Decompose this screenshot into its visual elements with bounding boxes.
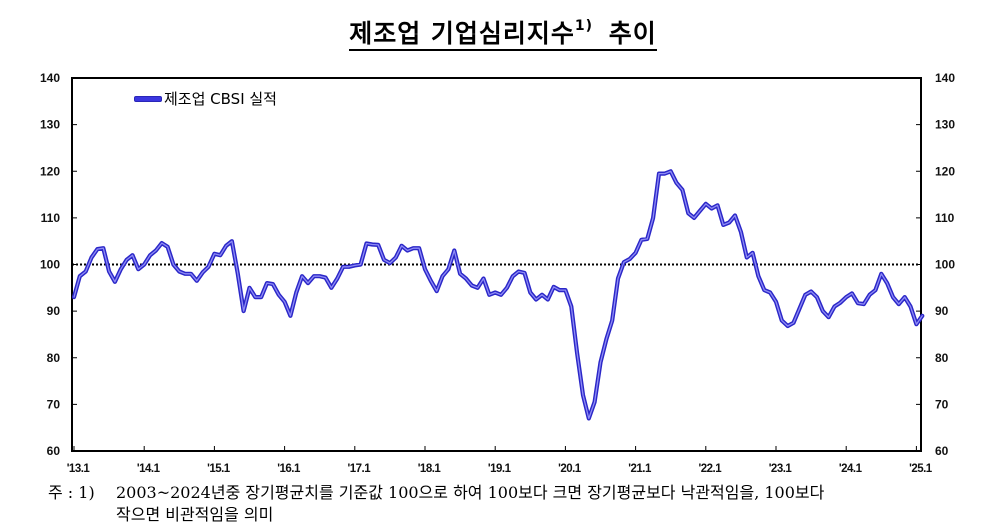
x-tick-label: '19.1 (488, 463, 512, 475)
x-tick-label: '22.1 (698, 463, 722, 475)
x-axis: '13.1 '14.1 '15.1 '16.1 '17.1 '18.1 '19.1 '20.1… (67, 446, 933, 475)
x-tick-label: '23.1 (769, 463, 793, 475)
x-tick-label: '18.1 (418, 463, 442, 475)
series-manufacturing-cbsi (71, 169, 925, 421)
chart-title-footnote-marker: 1) (574, 17, 594, 34)
y-axis-right: 60 70 80 90 100 110 120 130 140 (916, 71, 955, 458)
y-tick-label-left: 140 (40, 71, 60, 85)
y-tick-label-left: 60 (47, 444, 61, 458)
series-line (73, 170, 923, 420)
x-tick-label: '15.1 (207, 463, 231, 475)
y-tick-label-right: 80 (935, 351, 949, 365)
y-axis-left: 60 70 80 90 100 110 120 130 140 (40, 71, 77, 458)
legend-line-swatch-icon (134, 95, 162, 102)
y-tick-label-left: 70 (47, 397, 61, 411)
y-tick-label-left: 120 (40, 164, 60, 178)
y-tick-label-right: 120 (935, 164, 955, 178)
y-tick-label-right: 60 (935, 444, 949, 458)
x-tick-label: '20.1 (558, 463, 582, 475)
x-tick-label: '25.1 (909, 463, 933, 475)
legend: 제조업 CBSI 실적 (134, 88, 277, 109)
x-tick-label: '24.1 (839, 463, 863, 475)
x-tick-label: '13.1 (67, 463, 91, 475)
y-tick-label-right: 100 (935, 258, 955, 272)
chart-title-suffix: 추이 (608, 19, 657, 48)
footnote-line-2: 작으면 비관적임을 의미 (116, 505, 274, 524)
y-tick-label-right: 110 (935, 211, 955, 225)
y-tick-label-left: 80 (47, 351, 61, 365)
x-tick-label: '17.1 (347, 463, 371, 475)
y-tick-label-left: 100 (40, 258, 60, 272)
chart-title-main: 제조업 기업심리지수 (349, 19, 575, 48)
footnote-prefix: 주 : 1) (48, 483, 95, 502)
x-tick-label: '21.1 (628, 463, 652, 475)
x-tick-label: '16.1 (277, 463, 301, 475)
footnote: 주 : 1) 2003~2024년중 장기평균치를 기준값 100으로 하여 10… (48, 482, 824, 526)
y-tick-label-left: 90 (47, 304, 61, 318)
y-tick-label-right: 90 (935, 304, 949, 318)
y-tick-label-right: 140 (935, 71, 955, 85)
y-tick-label-right: 130 (935, 118, 955, 132)
y-tick-label-right: 70 (935, 397, 949, 411)
x-tick-label: '14.1 (137, 463, 161, 475)
chart-title: 제조업 기업심리지수1) 추이 (0, 14, 1006, 51)
legend-label: 제조업 CBSI 실적 (164, 90, 277, 108)
y-tick-label-left: 130 (40, 118, 60, 132)
footnote-line-1: 2003~2024년중 장기평균치를 기준값 100으로 하여 100보다 크면… (116, 483, 825, 502)
y-tick-label-left: 110 (41, 211, 61, 225)
